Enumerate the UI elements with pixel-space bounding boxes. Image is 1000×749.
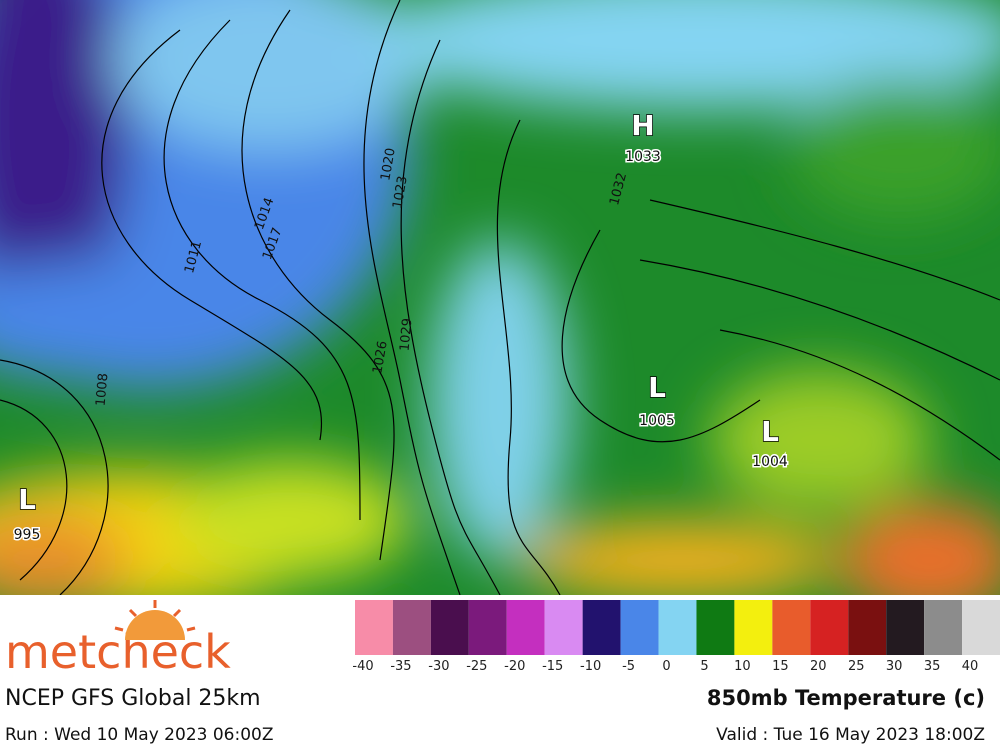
scale-swatch <box>544 600 583 655</box>
scale-label: -20 <box>504 659 525 674</box>
scale-label: 0 <box>662 659 670 674</box>
pressure-center-value: 995 <box>14 527 41 543</box>
scale-label: -35 <box>390 659 411 674</box>
pressure-center-type: L <box>761 415 779 448</box>
scale-swatch <box>848 600 887 655</box>
pressure-center-type: H <box>631 109 654 142</box>
scale-swatch <box>962 600 1000 655</box>
scale-label: 40 <box>962 659 979 674</box>
pressure-center-type: L <box>648 371 666 404</box>
isobar-label: 1029 <box>398 318 416 352</box>
pressure-center-value: 1033 <box>625 149 661 165</box>
pressure-center-type: L <box>18 483 36 516</box>
scale-label: -30 <box>428 659 449 674</box>
scale-label: 30 <box>886 659 903 674</box>
run-time: Run : Wed 10 May 2023 06:00Z <box>5 725 274 745</box>
scale-label: -40 <box>352 659 373 674</box>
model-name: NCEP GFS Global 25km <box>5 686 261 711</box>
map <box>0 0 1000 595</box>
scale-swatch <box>355 600 393 655</box>
logo-sun <box>114 600 196 640</box>
scale-swatch <box>658 600 697 655</box>
scale-swatch <box>430 600 469 655</box>
scale-label: -15 <box>542 659 563 674</box>
scale-swatch <box>810 600 849 655</box>
scale-swatch <box>506 600 545 655</box>
scale-swatch <box>696 600 735 655</box>
valid-time: Valid : Tue 16 May 2023 18:00Z <box>716 725 985 745</box>
scale-label: 25 <box>848 659 865 674</box>
scale-swatch <box>772 600 811 655</box>
scale-swatch <box>392 600 431 655</box>
scale-label: -25 <box>466 659 487 674</box>
scale-label: 10 <box>734 659 751 674</box>
scale-label: 20 <box>810 659 827 674</box>
scale-label: -10 <box>580 659 601 674</box>
scale-label: -5 <box>622 659 635 674</box>
isobar-label: 1020 <box>378 147 399 182</box>
scale-label: 5 <box>700 659 708 674</box>
scale-swatch <box>582 600 621 655</box>
logo: metcheck <box>5 625 231 679</box>
scale-swatch <box>620 600 659 655</box>
color-scale: -40 -35 -30 -25 -20 -15 -10 -5 0 5 10 15 20 25 30 35 40 <box>352 600 1000 674</box>
isobar-label: 1023 <box>390 175 411 210</box>
scale-swatch <box>924 600 963 655</box>
product-title: 850mb Temperature (c) <box>707 686 985 710</box>
isobar-label: 1008 <box>94 373 112 407</box>
pressure-center-value: 1005 <box>639 413 675 429</box>
scale-swatch <box>734 600 773 655</box>
scale-swatch <box>886 600 925 655</box>
scale-swatch <box>468 600 507 655</box>
scale-label: 15 <box>772 659 789 674</box>
isobar-label: 1026 <box>370 340 391 375</box>
scale-label: 35 <box>924 659 941 674</box>
pressure-center-value: 1004 <box>752 454 788 470</box>
